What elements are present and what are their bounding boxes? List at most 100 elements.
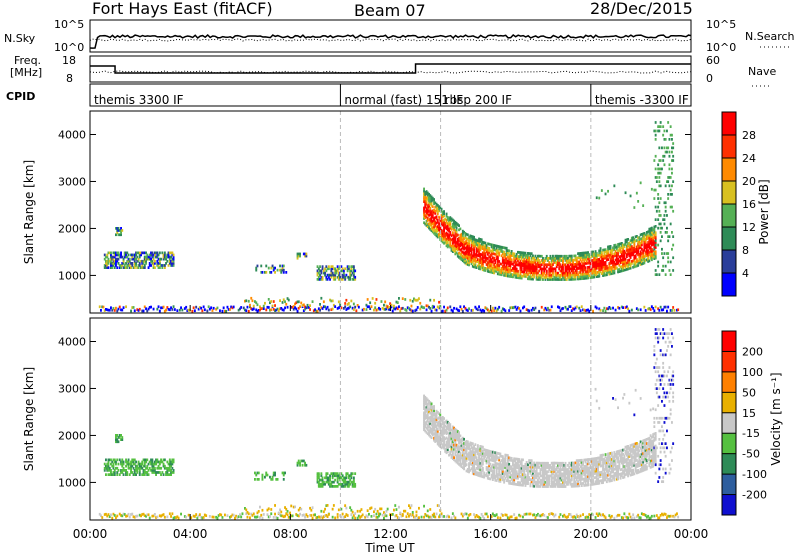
heatmap-cell: [473, 265, 475, 269]
heatmap-cell: [115, 466, 117, 470]
heatmap-cell: [466, 248, 469, 251]
heatmap-cell: [103, 466, 106, 470]
heatmap-cell: [624, 243, 627, 246]
heatmap-cell: [528, 264, 531, 268]
heatmap-cell: [647, 241, 650, 244]
heatmap-cell: [628, 260, 631, 264]
heatmap-cell: [508, 249, 511, 253]
heatmap-cell: [464, 251, 467, 254]
heatmap-cell: [618, 244, 621, 248]
heatmap-cell: [468, 466, 470, 470]
heatmap-cell: [453, 437, 455, 440]
heatmap-cell: [251, 308, 254, 311]
heatmap-cell: [663, 146, 666, 150]
heatmap-cell: [490, 251, 493, 255]
heatmap-cell: [450, 219, 453, 223]
heatmap-cell: [465, 233, 468, 236]
heatmap-cell: [485, 248, 488, 252]
heatmap-cell: [120, 266, 122, 269]
heatmap-cell: [495, 472, 498, 476]
heatmap-cell: [519, 274, 522, 278]
heatmap-cell: [475, 456, 478, 460]
heatmap-cell: [434, 308, 437, 312]
heatmap-cell: [495, 257, 498, 261]
heatmap-cell: [476, 258, 479, 261]
heatmap-cell: [206, 309, 209, 313]
heatmap-cell: [459, 445, 462, 448]
heatmap-cell: [433, 411, 435, 415]
heatmap-cell: [539, 278, 542, 281]
heatmap-cell: [451, 440, 454, 444]
heatmap-cell: [632, 253, 635, 256]
heatmap-cell: [451, 434, 454, 437]
heatmap-cell: [331, 480, 334, 484]
heatmap-cell: [635, 251, 638, 255]
heatmap-cell: [282, 515, 285, 519]
heatmap-cell: [438, 504, 440, 508]
heatmap-cell: [480, 261, 483, 265]
heatmap-cell: [523, 479, 526, 483]
heatmap-cell: [527, 467, 529, 471]
heatmap-cell: [440, 228, 443, 232]
heatmap-cell: [125, 262, 127, 265]
heatmap-cell: [464, 255, 467, 258]
heatmap-cell: [527, 480, 529, 483]
heatmap-cell: [513, 470, 516, 473]
heatmap-cell: [491, 478, 494, 481]
heatmap-cell: [529, 260, 532, 264]
heatmap-cell: [517, 263, 519, 267]
heatmap-cell: [465, 457, 468, 460]
heatmap-cell: [620, 259, 623, 262]
heatmap-cell: [459, 248, 462, 252]
heatmap-cell: [471, 459, 474, 462]
heatmap-cell: [459, 438, 462, 442]
heatmap-cell: [568, 267, 571, 271]
heatmap-cell: [654, 239, 657, 243]
heatmap-cell: [118, 512, 121, 516]
heatmap-cell: [366, 298, 369, 301]
heatmap-cell: [493, 256, 496, 260]
heatmap-cell: [466, 440, 469, 444]
heatmap-cell: [633, 248, 636, 252]
heatmap-cell: [466, 258, 469, 262]
heatmap-cell: [520, 274, 523, 278]
heatmap-cell: [225, 309, 228, 313]
heatmap-cell: [441, 309, 444, 313]
heatmap-cell: [533, 474, 536, 477]
heatmap-cell: [544, 485, 547, 488]
heatmap-cell: [470, 262, 473, 266]
heatmap-cell: [161, 251, 164, 255]
heatmap-cell: [171, 253, 174, 257]
heatmap-cell: [481, 251, 484, 255]
heatmap-cell: [470, 241, 473, 244]
heatmap-cell: [476, 448, 479, 452]
heatmap-cell: [259, 505, 261, 509]
heatmap-cell: [635, 260, 638, 263]
heatmap-cell: [565, 259, 568, 262]
heatmap-cell: [640, 260, 643, 264]
heatmap-cell: [115, 262, 117, 265]
heatmap-cell: [504, 309, 507, 313]
heatmap-cell: [269, 475, 271, 479]
heatmap-cell: [595, 275, 598, 278]
heatmap-cell: [110, 264, 112, 267]
heatmap-cell: [478, 267, 480, 270]
heatmap-cell: [458, 247, 460, 251]
heatmap-cell: [578, 260, 581, 264]
heatmap-cell: [461, 445, 464, 448]
heatmap-cell: [474, 443, 477, 446]
heatmap-cell: [451, 246, 454, 249]
heatmap-cell: [582, 268, 584, 272]
heatmap-cell: [537, 265, 539, 269]
heatmap-cell: [582, 266, 584, 270]
heatmap-cell: [570, 263, 573, 266]
heatmap-cell: [191, 309, 194, 313]
heatmap-cell: [514, 254, 517, 258]
heatmap-cell: [438, 209, 440, 213]
heatmap-cell: [564, 305, 567, 309]
heatmap-cell: [475, 514, 478, 517]
heatmap-cell: [649, 231, 652, 235]
heatmap-cell: [436, 229, 439, 233]
heatmap-cell: [316, 516, 319, 519]
